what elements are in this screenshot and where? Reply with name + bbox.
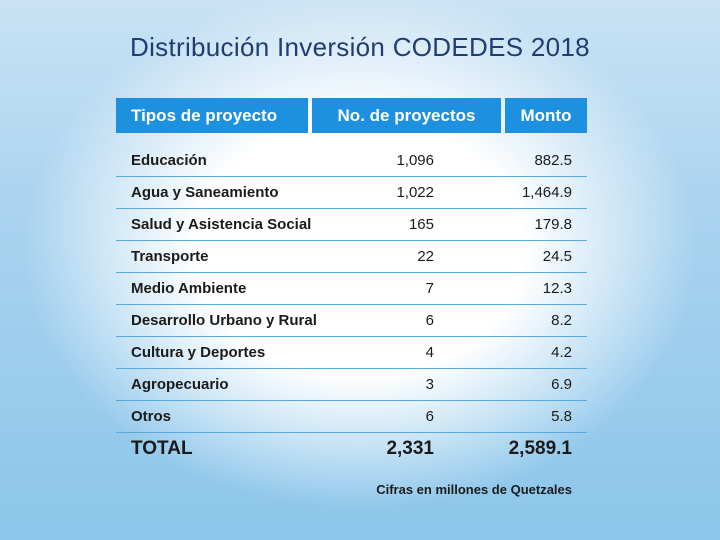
cell-monto: 1,464.9 — [521, 184, 572, 201]
cell-proyectos: 1,022 — [396, 184, 434, 201]
table-row: Medio Ambiente 7 12.3 — [116, 273, 587, 305]
cell-proyectos: 3 — [425, 376, 434, 393]
cell-monto: 6.9 — [551, 376, 572, 393]
cell-tipo: Desarrollo Urbano y Rural — [131, 312, 317, 329]
table-total-row: TOTAL 2,331 2,589.1 — [116, 433, 587, 465]
cell-tipo: Otros — [131, 408, 172, 425]
cell-tipo: Agropecuario — [131, 376, 229, 393]
cell-tipo: Educación — [131, 152, 207, 169]
total-label: TOTAL — [131, 438, 193, 459]
cell-tipo: Salud y Asistencia Social — [131, 216, 312, 233]
cell-proyectos: 7 — [425, 280, 434, 297]
cell-proyectos: 22 — [417, 248, 434, 265]
table-row: Otros 6 5.8 — [116, 401, 587, 433]
cell-monto: 24.5 — [542, 248, 572, 265]
cell-monto: 882.5 — [534, 152, 572, 169]
cell-monto: 179.8 — [534, 216, 572, 233]
header-monto: Monto — [505, 98, 587, 133]
cell-monto: 12.3 — [542, 280, 572, 297]
table-row: Agropecuario 3 6.9 — [116, 369, 587, 401]
total-monto: 2,589.1 — [508, 438, 572, 459]
table-row: Cultura y Deportes 4 4.2 — [116, 337, 587, 369]
cell-tipo: Cultura y Deportes — [131, 344, 266, 361]
cell-monto: 5.8 — [551, 408, 572, 425]
table-header-row: Tipos de proyecto No. de proyectos Monto — [116, 98, 587, 133]
cell-monto: 4.2 — [551, 344, 572, 361]
table-row: Salud y Asistencia Social 165 179.8 — [116, 209, 587, 241]
cell-proyectos: 6 — [425, 408, 434, 425]
table-row: Desarrollo Urbano y Rural 6 8.2 — [116, 305, 587, 337]
table-row: Agua y Saneamiento 1,022 1,464.9 — [116, 177, 587, 209]
header-proyectos: No. de proyectos — [312, 98, 501, 133]
cell-proyectos: 4 — [425, 344, 434, 361]
table-row: Transporte 22 24.5 — [116, 241, 587, 273]
slide-title: Distribución Inversión CODEDES 2018 — [130, 32, 590, 62]
cell-proyectos: 6 — [425, 312, 434, 329]
investment-table: Tipos de proyecto No. de proyectos Monto… — [116, 98, 587, 465]
cell-proyectos: 1,096 — [396, 152, 434, 169]
cell-tipo: Medio Ambiente — [131, 280, 247, 297]
footnote: Cifras en millones de Quetzales — [376, 482, 572, 497]
cell-monto: 8.2 — [551, 312, 572, 329]
cell-tipo: Transporte — [131, 248, 209, 265]
cell-tipo: Agua y Saneamiento — [131, 184, 279, 201]
table-row: Educación 1,096 882.5 — [116, 145, 587, 177]
total-proyectos: 2,331 — [386, 438, 434, 459]
header-tipos: Tipos de proyecto — [116, 98, 308, 133]
cell-proyectos: 165 — [408, 216, 434, 233]
